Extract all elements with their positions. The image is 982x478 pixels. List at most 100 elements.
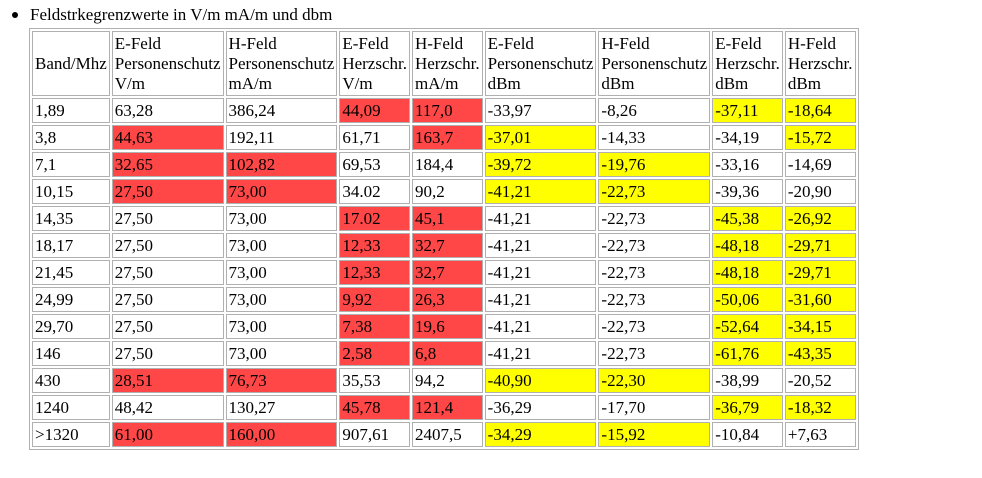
value-cell: -22,73 <box>598 233 711 258</box>
value-cell: -29,71 <box>784 260 856 285</box>
value-cell: 17.02 <box>339 206 410 231</box>
column-header-line: H-Feld <box>414 34 464 53</box>
value-cell: 27,50 <box>111 233 224 258</box>
value-cell: 48,42 <box>111 395 224 420</box>
value-cell: 27,50 <box>111 260 224 285</box>
band-cell: 18,17 <box>32 233 110 258</box>
value-cell: 27,50 <box>111 314 224 339</box>
value-cell: -45,38 <box>712 206 783 231</box>
value-cell: 90,2 <box>411 179 483 204</box>
value-cell: -18,32 <box>784 395 856 420</box>
band-cell: 14,35 <box>32 206 110 231</box>
value-cell: -22,73 <box>598 260 711 285</box>
column-header-line: Herzschr. <box>342 54 407 73</box>
value-cell: 44,63 <box>111 125 224 150</box>
column-header-line: mA/m <box>228 74 272 93</box>
value-cell: -41,21 <box>484 314 597 339</box>
value-cell: -19,76 <box>598 152 711 177</box>
value-cell: -14,69 <box>784 152 856 177</box>
value-cell: 73,00 <box>225 314 338 339</box>
value-cell: -41,21 <box>484 233 597 258</box>
band-cell: 146 <box>32 341 110 366</box>
value-cell: -22,73 <box>598 179 711 204</box>
value-cell: 27,50 <box>111 206 224 231</box>
value-cell: 184,4 <box>411 152 483 177</box>
column-header: H-Feld Personenschutz dBm <box>598 31 711 96</box>
value-cell: 61,00 <box>111 422 224 447</box>
column-header: E-Feld Herzschr. V/m <box>339 31 410 96</box>
table-row: 24,99 27,50 73,00 9,92 26,3 -41,21 -22,73 -50,0… <box>32 287 856 312</box>
band-cell: 430 <box>32 368 110 393</box>
value-cell: 69,53 <box>339 152 410 177</box>
value-cell: 386,24 <box>225 98 338 123</box>
column-header-line: H-Feld <box>228 34 277 53</box>
column-header-line: Personenschutz <box>487 54 594 73</box>
value-cell: 27,50 <box>111 341 224 366</box>
value-cell: 73,00 <box>225 206 338 231</box>
value-cell: 12,33 <box>339 260 410 285</box>
value-cell: -41,21 <box>484 287 597 312</box>
value-cell: -22,73 <box>598 206 711 231</box>
band-cell: 1240 <box>32 395 110 420</box>
value-cell: -20,52 <box>784 368 856 393</box>
value-cell: 32,7 <box>411 260 483 285</box>
value-cell: -31,60 <box>784 287 856 312</box>
table-row: 3,8 44,63 192,11 61,71 163,7 -37,01 -14,33 -34,… <box>32 125 856 150</box>
value-cell: -36,29 <box>484 395 597 420</box>
value-cell: -22,73 <box>598 314 711 339</box>
value-cell: -61,76 <box>712 341 783 366</box>
value-cell: 9,92 <box>339 287 410 312</box>
value-cell: 45,78 <box>339 395 410 420</box>
column-header-line: E-Feld <box>114 34 162 53</box>
column-header-line: dBm <box>601 74 635 93</box>
table-row: 1240 48,42 130,27 45,78 121,4 -36,29 -17,70 -36… <box>32 395 856 420</box>
value-cell: -34,19 <box>712 125 783 150</box>
value-cell: 102,82 <box>225 152 338 177</box>
value-cell: -40,90 <box>484 368 597 393</box>
table-row: 14,35 27,50 73,00 17.02 45,1 -41,21 -22,73 -45,… <box>32 206 856 231</box>
value-cell: -29,71 <box>784 233 856 258</box>
value-cell: -8,26 <box>598 98 711 123</box>
table-row: 146 27,50 73,00 2,58 6,8 -41,21 -22,73 -61,76 -4… <box>32 341 856 366</box>
value-cell: -18,64 <box>784 98 856 123</box>
value-cell: 34.02 <box>339 179 410 204</box>
column-header-line: Band/Mhz <box>35 54 107 73</box>
limits-table: Band/Mhz E-Feld Personenschutz V/m H-Feld Pe… <box>29 28 859 450</box>
value-cell: -17,70 <box>598 395 711 420</box>
value-cell: -33,16 <box>712 152 783 177</box>
value-cell: 12,33 <box>339 233 410 258</box>
value-cell: 32,7 <box>411 233 483 258</box>
band-cell: 1,89 <box>32 98 110 123</box>
table-row: 7,1 32,65 102,82 69,53 184,4 -39,72 -19,76 -33,… <box>32 152 856 177</box>
band-cell: 21,45 <box>32 260 110 285</box>
column-header: H-Feld Herzschr. mA/m <box>411 31 483 96</box>
column-header-line: Herzschr. <box>715 54 780 73</box>
bullet-icon <box>12 12 18 18</box>
heading-text: Feldstrkegrenzwerte in V/m mA/m und dbm <box>30 5 333 24</box>
value-cell: 6,8 <box>411 341 483 366</box>
band-cell: 29,70 <box>32 314 110 339</box>
value-cell: 73,00 <box>225 179 338 204</box>
column-header: E-Feld Personenschutz dBm <box>484 31 597 96</box>
band-cell: >1320 <box>32 422 110 447</box>
value-cell: -48,18 <box>712 233 783 258</box>
column-header-line: H-Feld <box>787 34 837 53</box>
value-cell: -38,99 <box>712 368 783 393</box>
value-cell: -22,73 <box>598 341 711 366</box>
column-header: H-Feld Herzschr. dBm <box>784 31 856 96</box>
column-header-line: Personenschutz <box>228 54 335 73</box>
value-cell: 32,65 <box>111 152 224 177</box>
value-cell: -39,36 <box>712 179 783 204</box>
band-cell: 3,8 <box>32 125 110 150</box>
column-header-line <box>35 74 107 94</box>
value-cell: -26,92 <box>784 206 856 231</box>
column-header-line: V/m <box>114 74 146 93</box>
table-row: 1,89 63,28 386,24 44,09 117,0 -33,97 -8,26 -37,… <box>32 98 856 123</box>
column-header-line: Herzschr. <box>787 54 853 73</box>
table-body: 1,89 63,28 386,24 44,09 117,0 -33,97 -8,26 -37,… <box>32 98 856 447</box>
column-header-line: E-Feld <box>715 34 762 53</box>
value-cell: 27,50 <box>111 287 224 312</box>
value-cell: -14,33 <box>598 125 711 150</box>
column-header-line: Personenschutz <box>601 54 708 73</box>
value-cell: -36,79 <box>712 395 783 420</box>
